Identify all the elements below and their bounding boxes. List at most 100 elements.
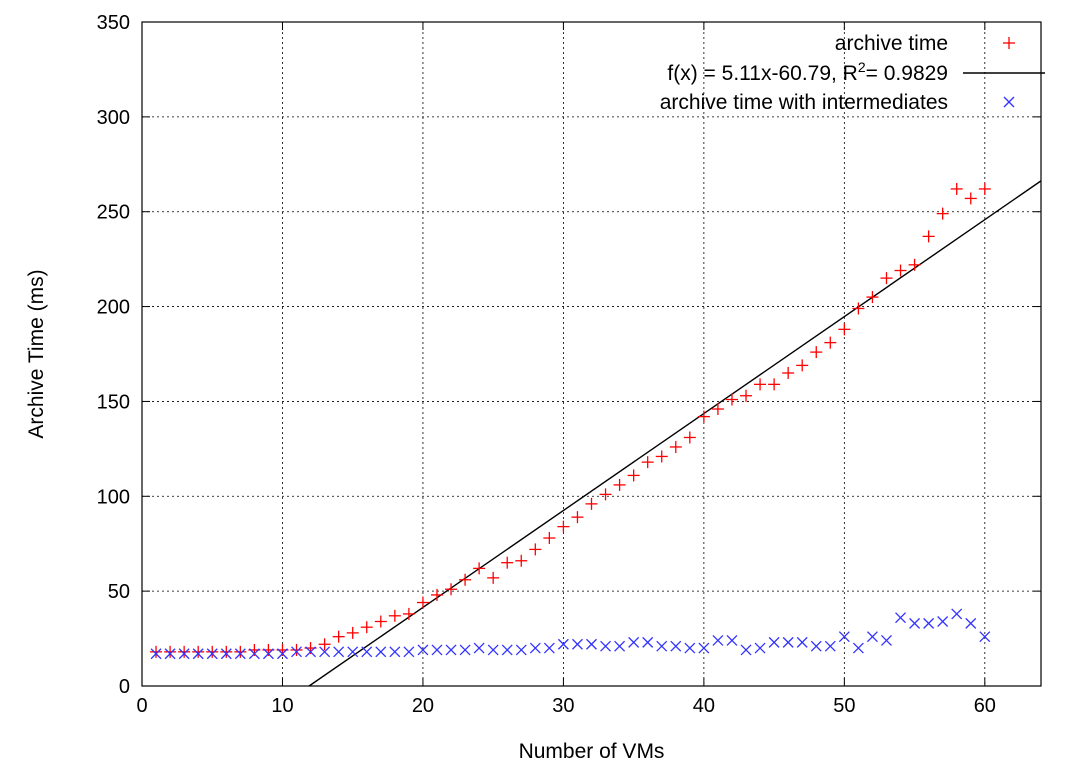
data-point-archive-time [220, 645, 233, 658]
data-point-archive-time-with-intermediates [389, 646, 401, 658]
data-point-archive-time-with-intermediates [670, 640, 682, 652]
data-point-archive-time-with-intermediates [909, 617, 921, 629]
data-point-archive-time-with-intermediates [557, 638, 569, 650]
legend-fit-sup: 2 [858, 59, 866, 75]
data-point-archive-time [697, 410, 710, 423]
data-point-archive-time [515, 554, 528, 567]
data-point-archive-time-with-intermediates [586, 638, 597, 650]
data-point-archive-time [374, 615, 387, 628]
legend-marker-archive-time-with-intermediates [1003, 96, 1015, 108]
x-tick-label: 20 [412, 695, 434, 717]
data-point-archive-time [402, 607, 415, 620]
data-point-archive-time [360, 621, 373, 634]
data-point-archive-time [740, 389, 753, 402]
data-point-archive-time [641, 456, 654, 469]
data-point-archive-time [852, 302, 865, 315]
series-archive-time-with-intermediates [150, 608, 991, 660]
y-tick-label: 350 [97, 12, 130, 34]
legend-label-fit: f(x) = 5.11x-60.79, R2= 0.9829 [667, 59, 948, 85]
data-point-archive-time-with-intermediates [852, 642, 864, 654]
data-point-archive-time-with-intermediates [712, 635, 724, 646]
data-point-archive-time [655, 450, 668, 463]
data-point-archive-time-with-intermediates [417, 644, 429, 656]
data-point-archive-time [150, 645, 163, 658]
data-point-archive-time-with-intermediates [178, 648, 190, 660]
data-point-archive-time-with-intermediates [333, 646, 345, 658]
data-point-archive-time [810, 346, 823, 359]
data-point-archive-time-with-intermediates [951, 608, 963, 620]
data-point-archive-time [936, 207, 949, 220]
y-tick-label: 200 [97, 297, 130, 319]
data-point-archive-time-with-intermediates [319, 646, 331, 658]
legend-x-glyph [1003, 96, 1015, 108]
data-point-archive-time [824, 336, 837, 349]
x-tick-label: 0 [136, 695, 147, 717]
y-tick-label: 150 [97, 391, 130, 413]
data-point-archive-time [768, 378, 781, 391]
y-tick-label: 100 [97, 486, 130, 508]
data-point-archive-time-with-intermediates [782, 636, 794, 648]
data-point-archive-time [206, 645, 219, 658]
data-point-archive-time [178, 645, 191, 658]
data-point-archive-time-with-intermediates [291, 646, 302, 658]
legend-label-archive-time-with-intermediates: archive time with intermediates [660, 91, 948, 114]
data-point-archive-time-with-intermediates [600, 640, 612, 652]
data-point-archive-time-with-intermediates [501, 644, 513, 656]
data-point-archive-time-with-intermediates [445, 644, 457, 656]
data-point-archive-time-with-intermediates [768, 636, 780, 648]
x-tick-label: 10 [271, 695, 293, 717]
data-point-archive-time [880, 272, 893, 285]
y-axis-label: Archive Time (ms) [25, 269, 48, 438]
legend-fit-main: f(x) = 5.11x-60.79, R [667, 62, 857, 85]
data-point-archive-time [894, 264, 907, 277]
y-tick-label: 0 [119, 676, 130, 698]
data-point-archive-time-with-intermediates [277, 648, 288, 660]
data-point-archive-time [543, 532, 556, 545]
data-point-archive-time [459, 573, 472, 586]
data-point-archive-time-with-intermediates [937, 616, 949, 627]
data-point-archive-time-with-intermediates [656, 640, 668, 652]
data-point-archive-time [627, 469, 640, 482]
data-point-archive-time [585, 497, 598, 510]
data-point-archive-time [978, 182, 991, 195]
data-point-archive-time [501, 556, 514, 569]
data-point-archive-time-with-intermediates [150, 648, 162, 660]
data-point-archive-time [346, 626, 359, 639]
data-point-archive-time-with-intermediates [824, 640, 836, 652]
data-point-archive-time-with-intermediates [164, 648, 176, 660]
data-point-archive-time-with-intermediates [305, 646, 317, 658]
legend-fit-suffix: = 0.9829 [866, 62, 948, 85]
plot-frame [141, 21, 1042, 687]
data-point-archive-time-with-intermediates [234, 648, 246, 660]
data-point-archive-time [388, 609, 401, 622]
data-point-archive-time-with-intermediates [375, 646, 387, 658]
data-point-archive-time [613, 478, 626, 491]
fit-line-path [308, 180, 1042, 687]
y-tick-label: 250 [97, 202, 130, 224]
grid [142, 22, 1041, 686]
data-point-archive-time [669, 440, 682, 453]
legend-label-archive-time: archive time [835, 32, 948, 55]
data-point-archive-time [571, 511, 584, 524]
data-point-archive-time-with-intermediates [431, 644, 443, 656]
data-point-archive-time-with-intermediates [628, 636, 640, 648]
legend-plus-glyph [1003, 37, 1015, 49]
data-point-archive-time-with-intermediates [347, 646, 359, 658]
x-tick-label: 40 [693, 695, 715, 717]
data-point-archive-time-with-intermediates [262, 648, 274, 660]
data-point-archive-time-with-intermediates [965, 617, 977, 629]
x-axis-label: Number of VMs [519, 740, 665, 763]
data-point-archive-time [908, 258, 921, 271]
data-point-archive-time [164, 645, 177, 658]
data-point-archive-time-with-intermediates [487, 644, 499, 656]
data-point-archive-time [487, 571, 500, 584]
data-point-archive-time-with-intermediates [614, 640, 626, 652]
data-point-archive-time [964, 192, 977, 205]
data-point-archive-time-with-intermediates [642, 636, 654, 648]
data-point-archive-time [711, 403, 724, 416]
x-tick-label: 50 [833, 695, 855, 717]
data-point-archive-time-with-intermediates [838, 631, 850, 643]
data-point-archive-time-with-intermediates [881, 635, 892, 646]
data-point-archive-time-with-intermediates [810, 640, 822, 652]
